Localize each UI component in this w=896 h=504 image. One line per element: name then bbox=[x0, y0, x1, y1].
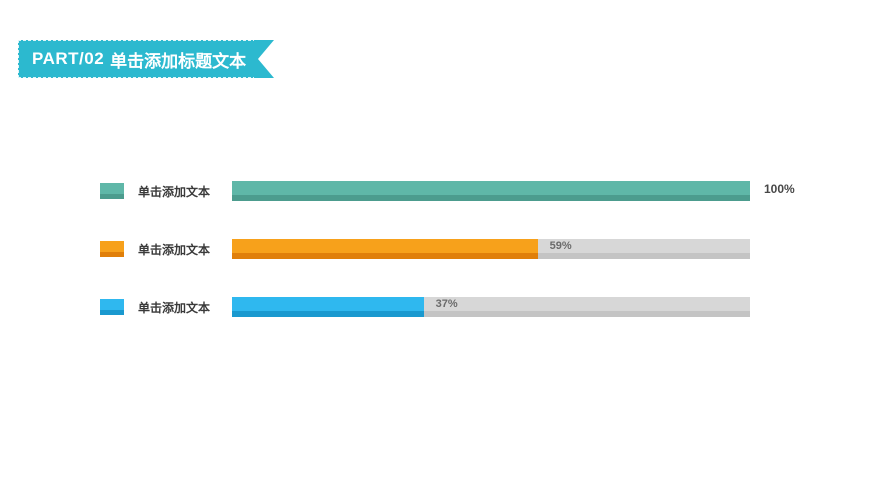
section-ribbon: PART/02 单击添加标题文本 bbox=[18, 40, 274, 78]
legend-swatch bbox=[100, 241, 124, 257]
ribbon-num-label: /02 bbox=[79, 49, 104, 69]
bar-fill bbox=[232, 181, 750, 195]
bar-row: 单击添加文本 100% bbox=[100, 178, 846, 204]
bar-label: 单击添加文本 bbox=[138, 299, 218, 316]
bar-track: 59% bbox=[232, 239, 750, 259]
bar-value: 100% bbox=[764, 181, 795, 201]
progress-bar-chart: 单击添加文本 100% 单击添加文本 59% 单击添加文本 bbox=[100, 178, 846, 352]
legend-swatch bbox=[100, 183, 124, 199]
bar-row: 单击添加文本 37% bbox=[100, 294, 846, 320]
ribbon-notch-icon bbox=[254, 40, 274, 78]
bar-label: 单击添加文本 bbox=[138, 183, 218, 200]
legend-swatch bbox=[100, 299, 124, 315]
bar-fill bbox=[232, 239, 538, 253]
bar-value: 59% bbox=[538, 239, 572, 253]
ribbon-part-label: PART bbox=[32, 49, 79, 69]
bar-fill bbox=[232, 297, 424, 311]
bar-label: 单击添加文本 bbox=[138, 241, 218, 258]
bar-value: 37% bbox=[424, 297, 458, 311]
bar-track: 100% bbox=[232, 181, 750, 201]
bar-row: 单击添加文本 59% bbox=[100, 236, 846, 262]
ribbon-title: 单击添加标题文本 bbox=[110, 47, 246, 72]
bar-track: 37% bbox=[232, 297, 750, 317]
